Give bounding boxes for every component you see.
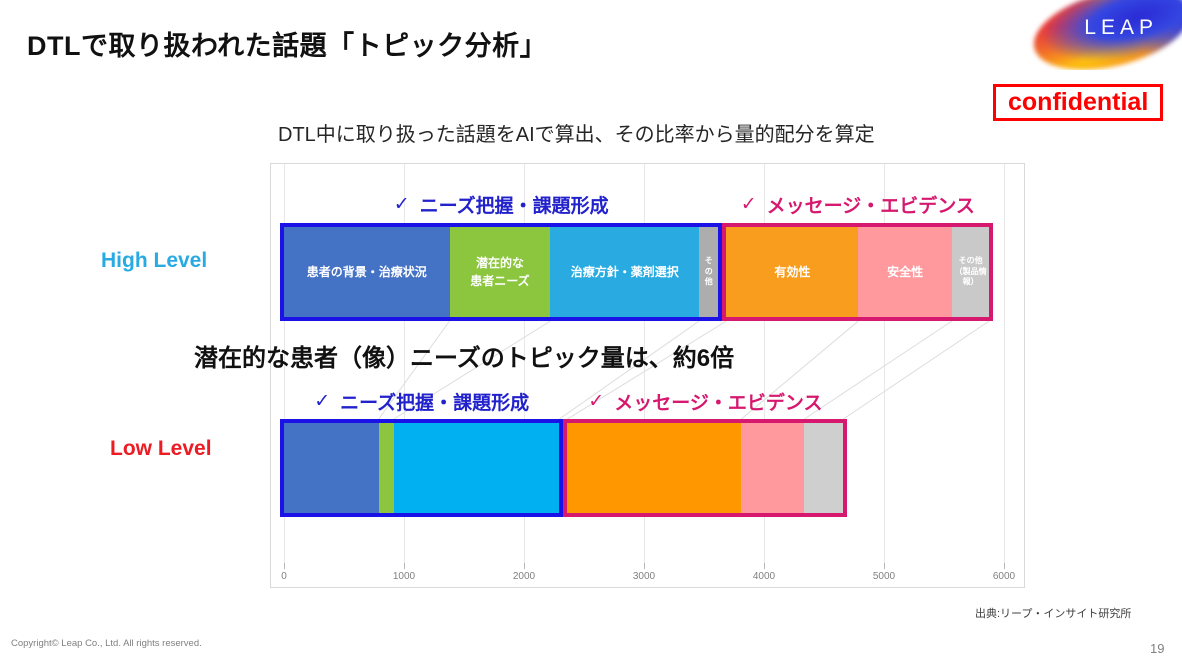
- bar-segment: [393, 423, 560, 513]
- group-label-message: ✓ メッセージ・エビデンス: [722, 191, 993, 218]
- gridline: [284, 164, 285, 563]
- segment-connector-lines: [378, 320, 990, 420]
- bar-segment: [741, 423, 805, 513]
- check-icon: ✓: [588, 391, 605, 412]
- bar-segment: 安全性: [858, 227, 952, 317]
- check-icon: ✓: [314, 391, 331, 412]
- bar-segment-label: その他: [704, 256, 713, 287]
- bar-segment: [804, 423, 844, 513]
- level-label-high: High Level: [101, 249, 208, 272]
- bar-segment-label: 患者の背景・治療状況: [306, 265, 427, 279]
- axis-tick-label: 5000: [872, 571, 896, 582]
- gridline: [884, 164, 885, 563]
- group-label-needs: ✓ ニーズ把握・課題形成: [280, 388, 563, 415]
- confidential-badge: confidential: [993, 84, 1164, 121]
- axis-tick: [764, 563, 765, 569]
- copyright-text: Copyright© Leap Co., Ltd. All rights res…: [11, 638, 202, 649]
- bar-group-message: 有効性 安全性 その他 （製品情報）: [722, 223, 994, 321]
- bar-group-needs: 患者の背景・治療状況 潜在的な 患者ニーズ 治療方針・薬剤選択 その他: [280, 223, 723, 321]
- axis-tick-label: 6000: [992, 571, 1016, 582]
- check-icon: ✓: [393, 194, 410, 215]
- axis-tick-label: 2000: [512, 571, 536, 582]
- axis-tick-label: 0: [281, 571, 287, 582]
- axis-tick-label: 1000: [392, 571, 416, 582]
- group-label-text: ニーズ把握・課題形成: [340, 393, 530, 414]
- bar-segment-label: その他 （製品情報）: [954, 256, 987, 287]
- bar-segment: 治療方針・薬剤選択: [550, 227, 700, 317]
- level-label-low: Low Level: [110, 437, 212, 460]
- chart-panel: 0 1000 2000 3000 4000 5000 6000 ✓ ニーズ把握・課題形成 患者の背…: [270, 163, 1025, 588]
- gridline: [764, 164, 765, 563]
- source-note: 出典:リープ・インサイト研究所: [975, 608, 1132, 620]
- group-label-text: メッセージ・エビデンス: [766, 196, 975, 217]
- leap-logo: LEAP: [1027, 0, 1182, 70]
- bar-segment: その他: [699, 227, 719, 317]
- bar-segment-label: 有効性: [774, 265, 811, 279]
- axis-tick-label: 4000: [752, 571, 776, 582]
- group-label-text: メッセージ・エビデンス: [614, 393, 823, 414]
- bar-segment: 患者の背景・治療状況: [284, 227, 450, 317]
- axis-tick: [1004, 563, 1005, 569]
- bar-segment: [284, 423, 379, 513]
- gridline: [644, 164, 645, 563]
- gridline: [404, 164, 405, 563]
- bar-segment: 潜在的な 患者ニーズ: [449, 227, 551, 317]
- logo-wordmark: LEAP: [1084, 16, 1158, 39]
- insight-text: 潜在的な患者（像）ニーズのトピック量は、約6倍: [194, 345, 735, 372]
- check-icon: ✓: [740, 194, 757, 215]
- bar-segment: 有効性: [726, 227, 859, 317]
- axis-tick: [404, 563, 405, 569]
- group-label-message: ✓ メッセージ・エビデンス: [563, 388, 847, 415]
- axis-tick: [284, 563, 285, 569]
- bar-group-message: [563, 419, 848, 517]
- bar-segment: その他 （製品情報）: [951, 227, 990, 317]
- gridline: [524, 164, 525, 563]
- bar-segment: [378, 423, 394, 513]
- page-number: 19: [1150, 641, 1165, 656]
- bar-group-needs: [280, 419, 564, 517]
- group-label-needs: ✓ ニーズ把握・課題形成: [280, 191, 722, 218]
- axis-tick: [884, 563, 885, 569]
- axis-tick: [524, 563, 525, 569]
- axis-tick-label: 3000: [632, 571, 656, 582]
- chart-caption: DTL中に取り扱った話題をAIで算出、その比率から量的配分を算定: [278, 124, 875, 146]
- group-label-text: ニーズ把握・課題形成: [419, 196, 609, 217]
- axis-tick: [644, 563, 645, 569]
- bar-segment: [567, 423, 742, 513]
- bar-segment-label: 治療方針・薬剤選択: [570, 265, 679, 279]
- page-title: DTLで取り扱われた話題「トピック分析」: [27, 31, 548, 61]
- bar-segment-label: 潜在的な 患者ニーズ: [470, 256, 530, 288]
- gridline: [1004, 164, 1005, 563]
- bar-segment-label: 安全性: [887, 265, 924, 279]
